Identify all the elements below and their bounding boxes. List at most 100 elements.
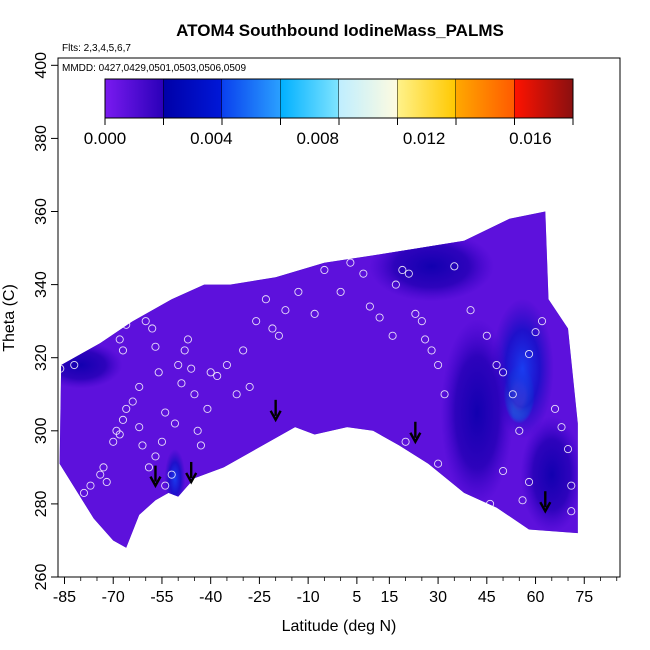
colorbar-tick-label: 0.004 — [190, 129, 233, 148]
colorbar-bin — [222, 79, 281, 118]
sample-point — [411, 309, 420, 318]
x-tick-label: -25 — [248, 589, 271, 606]
sample-point — [550, 404, 560, 413]
flight-arrow-head — [269, 410, 282, 423]
sample-point — [174, 360, 183, 370]
sample-point — [125, 309, 134, 318]
x-tick-label: -55 — [150, 589, 173, 606]
field-feature-4 — [369, 231, 494, 302]
sample-point — [99, 463, 108, 472]
y-tick-label: 280 — [33, 490, 50, 517]
chart-title: ATOM4 Southbound IodineMass_PALMS — [176, 21, 504, 40]
sample-point — [144, 463, 154, 472]
sample-point — [268, 324, 277, 333]
x-tick-label: -70 — [102, 589, 125, 606]
sample-point — [271, 474, 280, 483]
sample-point — [213, 371, 222, 381]
colorbar-bin — [163, 79, 222, 118]
sample-point — [222, 496, 231, 505]
sample-point — [154, 368, 163, 377]
y-tick-label: 400 — [33, 52, 50, 79]
flights-note: Flts: 2,3,4,5,6,7 — [62, 43, 131, 54]
sample-point — [115, 430, 124, 439]
sample-point — [356, 434, 365, 443]
sample-point — [466, 306, 475, 315]
sample-point — [239, 346, 248, 355]
sample-point — [499, 466, 508, 476]
colorbar-tick-label: 0.008 — [296, 129, 339, 148]
colorbar-frame — [104, 78, 574, 119]
sample-point — [401, 437, 410, 446]
sample-point — [440, 390, 449, 399]
sample-point — [531, 328, 540, 337]
sample-point — [450, 262, 459, 271]
sample-point — [122, 320, 131, 329]
colorbar-bin — [280, 79, 339, 118]
flight-arrow-head — [409, 432, 422, 445]
y-tick-label: 260 — [33, 564, 50, 591]
sample-point — [161, 408, 170, 417]
sample-point — [427, 346, 436, 355]
y-tick-label: 320 — [33, 344, 50, 371]
x-tick-label: 5 — [352, 589, 361, 606]
field-feature-7 — [520, 416, 578, 534]
sample-point — [398, 265, 407, 275]
sample-point — [499, 368, 508, 377]
colorbar-tick-label: 0.012 — [403, 129, 446, 148]
flight-arrow-head — [185, 472, 198, 485]
x-tick-label: -85 — [53, 589, 76, 606]
sample-point — [486, 499, 495, 508]
y-axis: 260 280 300 320 340 360 380 400 — [33, 52, 58, 590]
sample-point — [70, 360, 79, 370]
sample-point — [404, 269, 413, 278]
sample-point — [388, 331, 397, 340]
sample-point — [86, 481, 95, 490]
sample-point — [567, 507, 576, 516]
colorbar-bin — [105, 79, 164, 118]
flight-arrow-head — [539, 501, 552, 514]
flight-arrows — [149, 399, 552, 514]
sample-point — [122, 404, 131, 413]
sample-point — [177, 379, 186, 388]
sample-point — [232, 390, 241, 399]
sample-point — [524, 477, 534, 487]
x-axis-label: Latitude (deg N) — [282, 618, 397, 635]
sample-point — [518, 496, 527, 505]
sample-point — [115, 335, 124, 344]
y-tick-label: 340 — [33, 271, 50, 298]
sample-point — [56, 364, 65, 373]
sample-point — [96, 470, 105, 479]
sample-point — [508, 390, 517, 399]
colorbar-bin — [514, 79, 573, 118]
sample-point — [359, 269, 368, 278]
sample-point — [245, 382, 254, 391]
sample-point — [320, 265, 329, 275]
sample-point — [164, 496, 173, 505]
x-tick-label: 60 — [527, 589, 545, 606]
sample-point — [222, 360, 231, 370]
sample-point — [336, 287, 345, 296]
sample-point — [157, 437, 167, 446]
sample-point — [391, 280, 400, 289]
sample-point — [196, 441, 205, 450]
sample-point — [118, 415, 128, 424]
sample-point — [138, 441, 147, 450]
sample-point — [193, 518, 202, 527]
x-axis: -85 -70 -55 -40 -25 -10 5 15 30 45 60 75 — [53, 577, 618, 606]
sample-point — [128, 397, 137, 406]
sample-point — [346, 258, 355, 267]
sample-point — [180, 346, 189, 355]
sample-point — [424, 470, 433, 479]
y-axis-label: Theta (C) — [1, 284, 18, 352]
x-tick-label: 15 — [380, 589, 398, 606]
sample-point — [151, 452, 160, 461]
sample-point — [274, 331, 283, 340]
sample-point — [310, 309, 319, 318]
sample-point — [79, 488, 89, 497]
colorbar-bin — [339, 79, 398, 118]
sample-point — [193, 426, 202, 435]
sample-point — [161, 481, 170, 490]
flight-arrow-head — [149, 476, 162, 489]
sample-point — [297, 455, 306, 465]
